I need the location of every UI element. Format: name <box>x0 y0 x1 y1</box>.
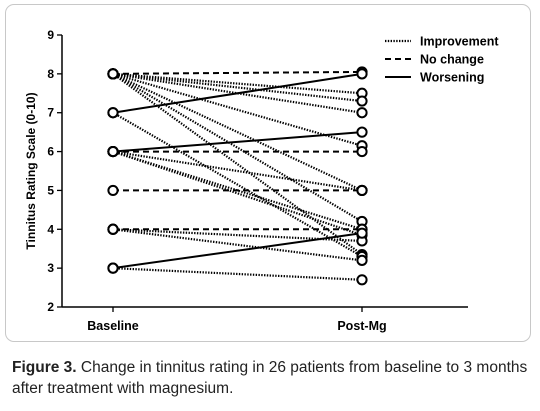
y-tick-label: 7 <box>47 106 54 120</box>
series-line <box>112 72 363 192</box>
y-tick-label: 9 <box>47 28 54 42</box>
data-point-marker <box>356 254 368 266</box>
tinnitus-chart: 2 3 4 5 6 7 8 9 Baseline Post-Mg Tinnitus Rating S… <box>24 28 499 333</box>
series-line <box>112 72 363 256</box>
figure-frame <box>5 4 531 342</box>
series-line <box>112 150 363 237</box>
data-point-marker <box>107 107 119 119</box>
y-tick-label: 3 <box>47 261 54 275</box>
series-line <box>112 72 363 223</box>
y-tick-label: 6 <box>47 145 54 159</box>
data-point-marker <box>356 274 368 286</box>
data-point-marker <box>356 145 368 158</box>
y-tick-label: 5 <box>47 183 54 197</box>
data-point-marker <box>107 223 119 235</box>
data-point-marker <box>107 68 119 80</box>
data-point-marker <box>356 95 368 107</box>
data-point-marker <box>356 227 368 239</box>
series-line <box>112 70 363 75</box>
data-point-marker <box>356 107 368 119</box>
series-line <box>112 72 363 114</box>
data-point-marker <box>356 184 368 197</box>
data-point-marker <box>107 262 119 274</box>
y-tick-label: 4 <box>47 222 54 236</box>
data-point-marker <box>107 184 119 197</box>
series-lines <box>112 70 363 281</box>
x-tick-label: Baseline <box>87 319 138 333</box>
x-tick-label: Post-Mg <box>337 319 386 333</box>
y-tick-label: 2 <box>47 300 54 314</box>
data-point-marker <box>356 126 368 138</box>
series-line <box>112 232 363 270</box>
legend-label: Worsening <box>420 71 484 85</box>
legend-label: Improvement <box>420 35 499 49</box>
figure-label: Figure 3. <box>12 359 77 376</box>
chart-axes: 2 3 4 5 6 7 8 9 Baseline Post-Mg Tinnitus Rating S… <box>24 28 468 333</box>
data-point-marker <box>356 68 368 80</box>
figure-caption: Figure 3. Change in tinnitus rating in 2… <box>12 357 530 399</box>
series-line <box>112 72 363 95</box>
series-markers <box>107 66 368 286</box>
data-point-marker <box>107 145 119 158</box>
series-line <box>112 111 363 258</box>
series-line <box>112 150 363 192</box>
chart-legend: Improvement No change Worsening <box>385 35 499 85</box>
caption-text: Change in tinnitus rating in 26 patients… <box>12 359 528 397</box>
y-axis-title: Tinnitus Rating Scale (0-10) <box>24 92 38 249</box>
y-tick-label: 8 <box>47 67 54 81</box>
legend-label: No change <box>420 53 484 67</box>
series-line <box>112 72 363 103</box>
series-line <box>112 72 363 147</box>
series-line <box>112 267 363 281</box>
series-line <box>112 131 363 153</box>
